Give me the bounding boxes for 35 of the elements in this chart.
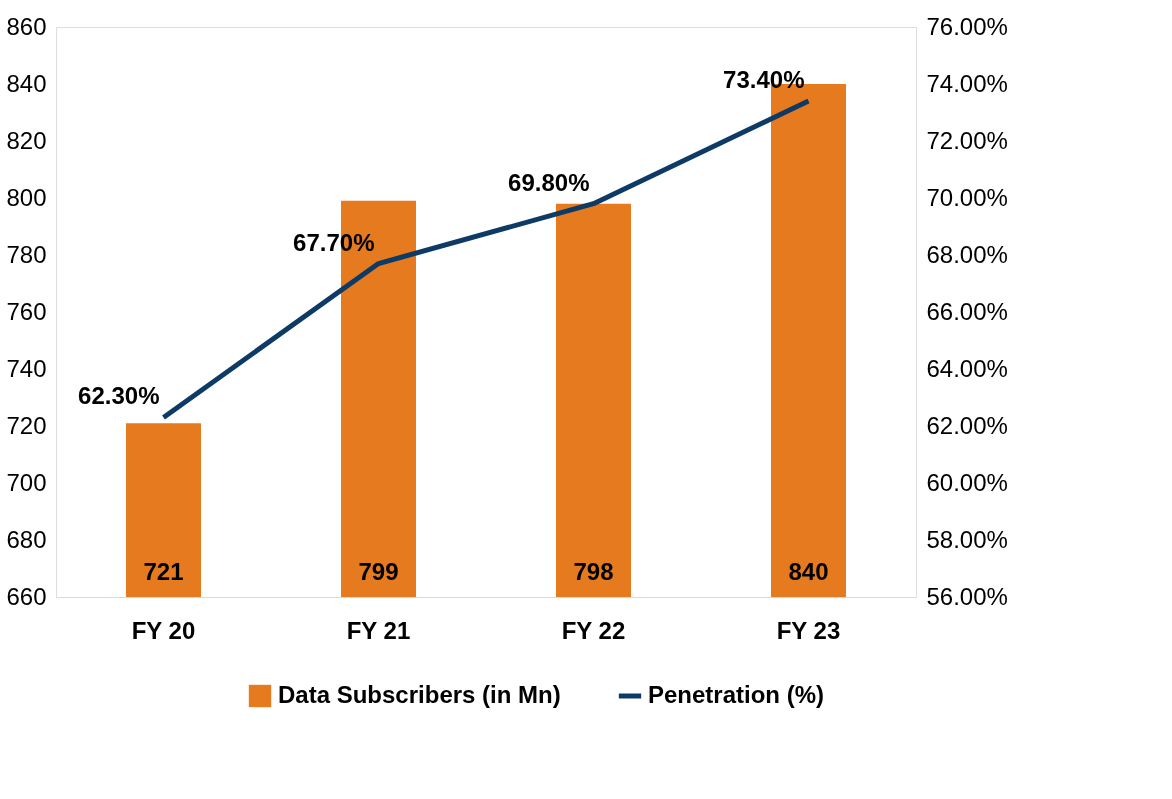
y2-tick-label: 60.00% (926, 468, 1008, 496)
data-label: 721 (143, 558, 184, 585)
y-tick-label: 800 (6, 183, 47, 211)
x-tick-label: FY 22 (561, 616, 626, 644)
y2-tick-label: 68.00% (926, 240, 1008, 268)
data-label: 62.30% (78, 382, 160, 410)
y2-tick-label: 62.00% (926, 411, 1008, 439)
data-label: 73.40% (723, 66, 805, 94)
y2-tick-label: 76.00% (926, 12, 1008, 40)
y-tick-label: 660 (6, 582, 47, 610)
y-tick-label: 840 (6, 69, 47, 97)
y-tick-label: 740 (6, 354, 47, 382)
legend-label: Data Subscribers (in Mn) (278, 681, 561, 708)
y-tick-label: 820 (6, 126, 47, 154)
y-tick-label: 780 (6, 240, 47, 268)
x-tick-label: FY 20 (131, 616, 196, 644)
y-tick-label: 760 (6, 297, 47, 325)
y-tick-label: 700 (6, 468, 47, 496)
y2-tick-label: 64.00% (926, 354, 1008, 382)
y-tick-label: 860 (6, 12, 47, 40)
data-label: 840 (788, 558, 829, 585)
data-label: 69.80% (508, 168, 590, 196)
data-label: 799 (358, 558, 399, 585)
y2-tick-label: 74.00% (926, 69, 1008, 97)
y2-tick-label: 70.00% (926, 183, 1008, 211)
y2-tick-label: 56.00% (926, 582, 1008, 610)
legend-label: Penetration (%) (648, 681, 825, 708)
y2-tick-label: 58.00% (926, 525, 1008, 553)
y2-tick-label: 72.00% (926, 126, 1008, 154)
data-label: 798 (573, 558, 614, 585)
y-tick-label: 720 (6, 411, 47, 439)
x-tick-label: FY 21 (346, 616, 411, 644)
x-tick-label: FY 23 (776, 616, 841, 644)
y2-tick-label: 66.00% (926, 297, 1008, 325)
y-tick-label: 680 (6, 525, 47, 553)
